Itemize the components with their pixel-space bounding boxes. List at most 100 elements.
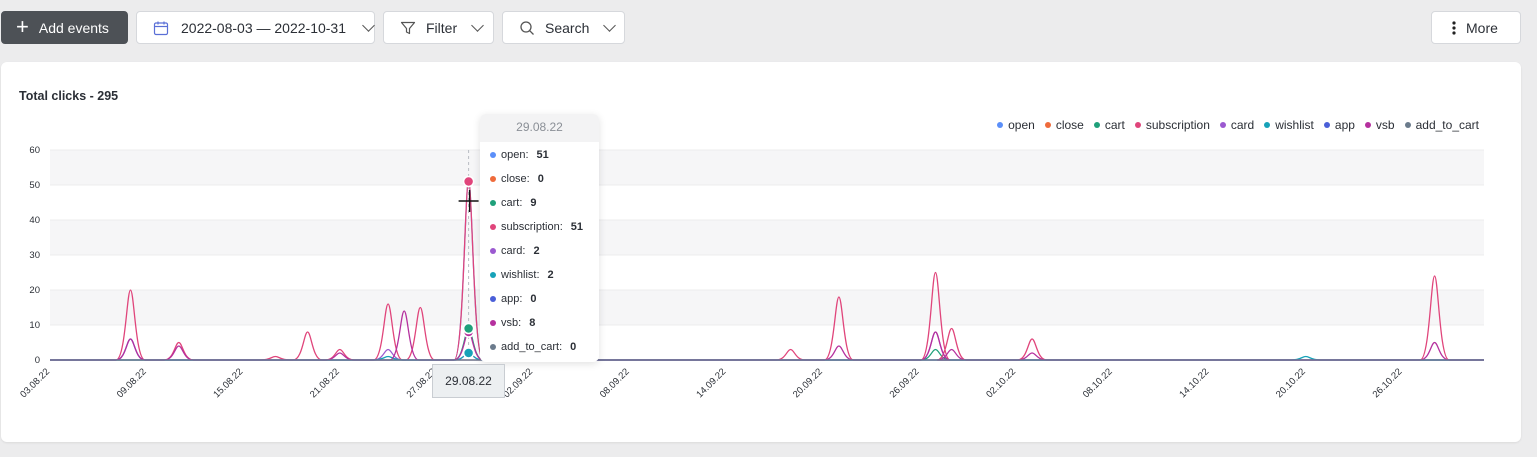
x-axis-tooltip: 29.08.22 xyxy=(432,364,505,398)
tooltip-row: add_to_cart: 0 xyxy=(490,341,576,353)
legend-dot xyxy=(1323,122,1330,128)
tooltip-value: 0 xyxy=(530,293,537,305)
tooltip-row: open: 51 xyxy=(490,149,549,161)
legend-label: app xyxy=(1334,118,1355,132)
hover-marker-subscription xyxy=(462,175,475,188)
search-button[interactable]: Search xyxy=(502,11,625,44)
tooltip-dot xyxy=(490,200,496,206)
add-events-button[interactable]: + Add events xyxy=(1,11,128,44)
tooltip-label: subscription: xyxy=(501,221,563,233)
more-button[interactable]: More xyxy=(1431,11,1521,44)
plus-icon: + xyxy=(16,13,29,39)
filter-button[interactable]: Filter xyxy=(383,11,494,44)
tooltip-dot xyxy=(490,224,496,230)
filter-icon xyxy=(400,20,416,36)
tooltip-label: add_to_cart: xyxy=(501,341,563,353)
legend-dot xyxy=(1364,122,1371,128)
legend-dot xyxy=(997,122,1004,128)
legend-item-add_to_cart[interactable]: add_to_cart xyxy=(1404,118,1479,132)
legend-label: card xyxy=(1230,118,1255,132)
tooltip-value: 51 xyxy=(570,221,584,233)
x-tick-label: 15.08.22 xyxy=(211,366,245,400)
tooltip-value: 2 xyxy=(533,245,540,257)
x-tick-label: 20.09.22 xyxy=(791,366,825,400)
date-range-value: 2022-08-03 — 2022-10-31 xyxy=(181,19,347,36)
series-line-cart xyxy=(50,327,1484,361)
legend-label: open xyxy=(1008,118,1035,132)
toolbar: + Add events 2022-08-03 — 2022-10-31 Fil… xyxy=(0,0,1537,56)
tooltip-label: card: xyxy=(501,245,526,257)
y-tick-label: 40 xyxy=(29,215,40,226)
x-tick-label: 26.10.22 xyxy=(1371,366,1405,400)
tooltip-value: 0 xyxy=(537,173,544,185)
x-tick-label: 09.08.22 xyxy=(115,366,149,400)
tooltip-row: wishlist: 2 xyxy=(490,269,554,281)
legend-label: add_to_cart xyxy=(1415,118,1479,132)
legend-label: vsb xyxy=(1375,118,1395,132)
add-events-label: Add events xyxy=(38,19,109,36)
calendar-icon xyxy=(153,20,169,36)
x-tick-label: 03.08.22 xyxy=(18,366,52,400)
legend-item-wishlist[interactable]: wishlist xyxy=(1264,118,1314,132)
legend-label: cart xyxy=(1104,118,1125,132)
grid-band xyxy=(50,220,1484,255)
legend-item-open[interactable]: open xyxy=(997,118,1035,132)
hover-marker-cart xyxy=(462,322,475,335)
legend-item-card[interactable]: card xyxy=(1219,118,1255,132)
chart-title: Total clicks - 295 xyxy=(19,89,118,103)
chart-title-prefix: Total clicks - xyxy=(19,89,98,103)
tooltip-row: vsb: 8 xyxy=(490,317,535,329)
x-tick-label: 08.09.22 xyxy=(598,366,632,400)
tooltip-label: app: xyxy=(501,293,523,305)
y-tick-label: 20 xyxy=(29,285,40,296)
series-line-app xyxy=(50,338,1484,361)
chart-title-total: 295 xyxy=(97,89,119,103)
more-label: More xyxy=(1466,19,1498,36)
y-tick-label: 60 xyxy=(29,145,40,156)
legend-item-cart[interactable]: cart xyxy=(1093,118,1125,132)
y-tick-label: 50 xyxy=(29,180,40,191)
tooltip-label: cart: xyxy=(501,197,523,209)
grid-band xyxy=(50,290,1484,325)
y-tick-label: 0 xyxy=(35,355,40,366)
x-tick-label: 14.10.22 xyxy=(1177,366,1211,400)
tooltip-label: close: xyxy=(501,173,530,185)
tooltip-value: 8 xyxy=(529,317,536,329)
y-tick-label: 30 xyxy=(29,250,40,261)
legend-item-close[interactable]: close xyxy=(1044,118,1084,132)
series-line-open xyxy=(50,180,1484,361)
hover-marker-wishlist xyxy=(462,347,475,359)
legend-dot xyxy=(1264,122,1271,128)
series-line-wishlist xyxy=(50,352,1484,361)
tooltip-date: 29.08.22 xyxy=(480,114,599,142)
x-tick-label: 21.08.22 xyxy=(308,366,342,400)
legend-dot xyxy=(1404,122,1411,128)
chart-tooltip: 29.08.22 open: 51 close: 0 cart: 9 subscriptio… xyxy=(480,114,599,362)
legend-dot xyxy=(1093,122,1100,128)
date-range-picker[interactable]: 2022-08-03 — 2022-10-31 xyxy=(136,11,375,44)
tooltip-row: app: 0 xyxy=(490,293,537,305)
tooltip-dot xyxy=(490,344,496,350)
tooltip-row: cart: 9 xyxy=(490,197,537,209)
x-tick-label: 20.10.22 xyxy=(1274,366,1308,400)
legend-item-vsb[interactable]: vsb xyxy=(1364,118,1395,132)
legend-item-subscription[interactable]: subscription xyxy=(1134,118,1210,132)
x-tick-label: 08.10.22 xyxy=(1081,366,1115,400)
search-icon xyxy=(519,20,535,36)
tooltip-value: 0 xyxy=(570,341,577,353)
tooltip-label: vsb: xyxy=(501,317,522,329)
grid-band xyxy=(50,150,1484,185)
tooltip-value: 9 xyxy=(530,197,537,209)
legend-item-app[interactable]: app xyxy=(1323,118,1355,132)
tooltip-label: open: xyxy=(501,149,529,161)
tooltip-dot xyxy=(490,176,496,182)
chart-legend: open close cart subscription card wishlist app… xyxy=(997,118,1479,132)
legend-dot xyxy=(1044,122,1051,128)
x-tick-label: 02.10.22 xyxy=(984,366,1018,400)
tooltip-value: 51 xyxy=(536,149,549,161)
x-tick-label: 14.09.22 xyxy=(694,366,728,400)
tooltip-row: close: 0 xyxy=(490,173,544,185)
series-line-card xyxy=(50,331,1484,361)
tooltip-dot xyxy=(490,320,496,326)
